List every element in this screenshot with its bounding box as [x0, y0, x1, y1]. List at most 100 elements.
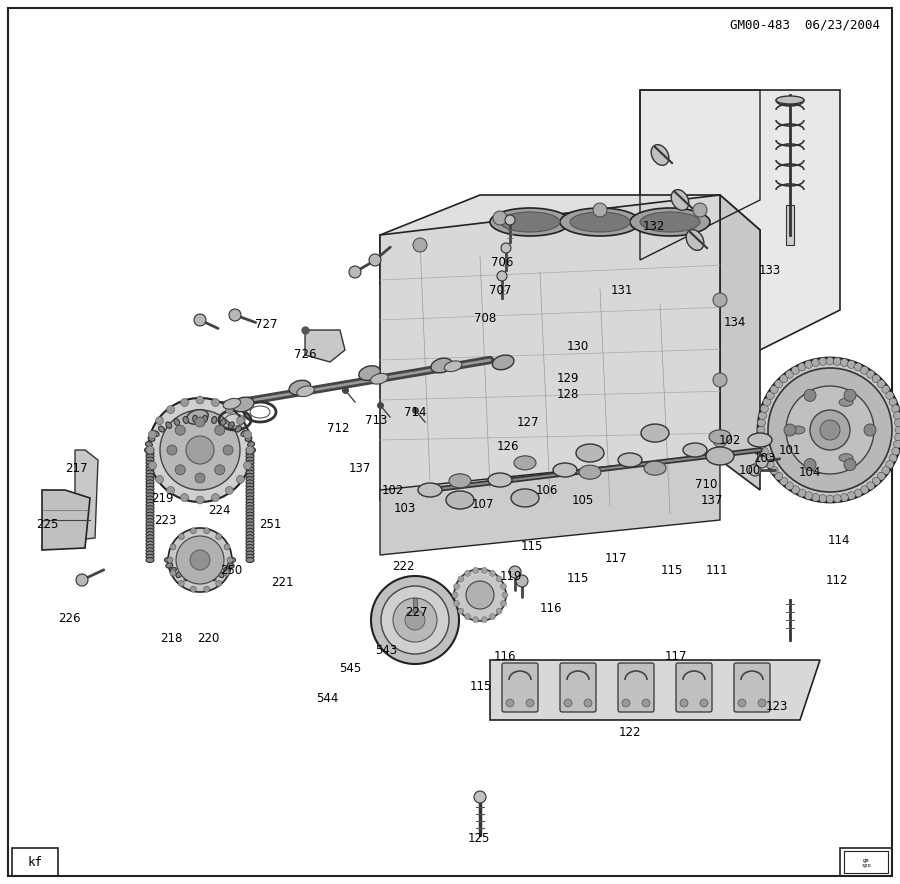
Ellipse shape: [553, 463, 577, 477]
Circle shape: [516, 575, 528, 587]
Circle shape: [482, 617, 487, 622]
Circle shape: [766, 392, 774, 400]
Ellipse shape: [246, 548, 254, 552]
Text: 114: 114: [828, 534, 850, 546]
Bar: [840, 848, 892, 876]
Polygon shape: [640, 90, 840, 370]
Ellipse shape: [146, 525, 154, 530]
Circle shape: [854, 363, 862, 371]
Ellipse shape: [186, 409, 208, 424]
Text: 102: 102: [382, 484, 404, 497]
Text: 710: 710: [695, 477, 717, 491]
Ellipse shape: [146, 480, 154, 484]
Ellipse shape: [146, 509, 154, 514]
Ellipse shape: [146, 447, 154, 453]
Circle shape: [194, 314, 206, 326]
Text: 101: 101: [778, 444, 801, 456]
Circle shape: [878, 472, 886, 480]
Ellipse shape: [246, 464, 254, 469]
Text: 107: 107: [472, 499, 494, 512]
Ellipse shape: [166, 563, 173, 568]
Circle shape: [244, 431, 252, 438]
Text: 225: 225: [36, 517, 58, 530]
Circle shape: [229, 309, 241, 321]
Circle shape: [458, 576, 464, 582]
Ellipse shape: [289, 380, 310, 395]
Text: 105: 105: [572, 493, 594, 507]
Ellipse shape: [146, 512, 154, 517]
Circle shape: [148, 398, 252, 502]
Text: 128: 128: [557, 387, 580, 400]
Circle shape: [889, 398, 897, 406]
Circle shape: [847, 361, 855, 369]
Ellipse shape: [246, 522, 254, 527]
Text: 714: 714: [404, 406, 427, 418]
Text: 127: 127: [517, 415, 539, 429]
Circle shape: [820, 420, 840, 440]
Circle shape: [216, 534, 221, 539]
Circle shape: [841, 493, 849, 501]
Ellipse shape: [211, 574, 216, 581]
Circle shape: [502, 592, 508, 598]
Circle shape: [882, 385, 890, 393]
Circle shape: [472, 617, 479, 622]
Text: 131: 131: [611, 284, 634, 296]
Text: 102: 102: [719, 433, 742, 446]
Ellipse shape: [146, 499, 154, 504]
Ellipse shape: [246, 470, 254, 475]
Circle shape: [224, 570, 230, 576]
Text: 222: 222: [392, 560, 414, 573]
Ellipse shape: [246, 486, 254, 492]
Text: 115: 115: [521, 539, 544, 552]
Circle shape: [779, 477, 788, 485]
Text: 115: 115: [661, 563, 683, 576]
Ellipse shape: [246, 545, 254, 550]
Circle shape: [181, 493, 188, 501]
Ellipse shape: [246, 538, 254, 543]
Circle shape: [223, 445, 233, 455]
Circle shape: [700, 699, 708, 707]
Text: 103: 103: [754, 452, 776, 464]
Ellipse shape: [224, 568, 230, 573]
Ellipse shape: [170, 568, 176, 573]
Ellipse shape: [297, 386, 314, 397]
Text: 132: 132: [643, 219, 665, 232]
Circle shape: [738, 699, 746, 707]
Ellipse shape: [683, 443, 707, 457]
Circle shape: [784, 424, 796, 436]
Circle shape: [237, 476, 245, 484]
Ellipse shape: [146, 535, 154, 540]
Text: 104: 104: [799, 466, 821, 478]
Ellipse shape: [193, 575, 198, 583]
Circle shape: [860, 366, 868, 374]
Ellipse shape: [246, 447, 254, 453]
Circle shape: [693, 203, 707, 217]
Circle shape: [860, 485, 868, 494]
Ellipse shape: [146, 531, 154, 537]
Text: 226: 226: [58, 612, 80, 624]
Circle shape: [844, 459, 856, 470]
Ellipse shape: [492, 355, 514, 370]
Circle shape: [805, 361, 813, 369]
Circle shape: [584, 699, 592, 707]
Circle shape: [758, 433, 765, 441]
Text: 115: 115: [470, 680, 492, 692]
Circle shape: [894, 412, 900, 420]
Circle shape: [500, 600, 507, 606]
Circle shape: [622, 699, 630, 707]
Text: GM00-483  06/23/2004: GM00-483 06/23/2004: [730, 18, 880, 31]
Ellipse shape: [146, 457, 154, 462]
Text: 707: 707: [489, 284, 511, 296]
Circle shape: [167, 557, 173, 563]
Ellipse shape: [246, 480, 254, 484]
Ellipse shape: [246, 506, 254, 511]
Text: 119: 119: [500, 569, 522, 583]
Circle shape: [490, 570, 496, 576]
Circle shape: [458, 608, 464, 614]
Ellipse shape: [640, 212, 700, 232]
Ellipse shape: [652, 145, 669, 165]
Circle shape: [244, 461, 252, 469]
Text: 111: 111: [706, 563, 728, 576]
Ellipse shape: [223, 399, 240, 409]
Circle shape: [786, 370, 794, 378]
